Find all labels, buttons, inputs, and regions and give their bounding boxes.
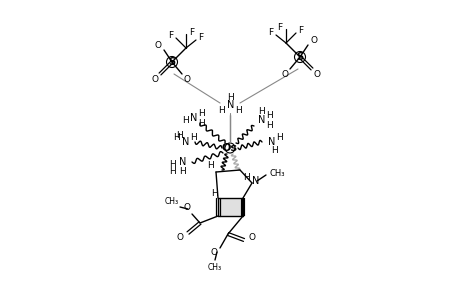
Text: CH₃: CH₃ <box>165 197 179 206</box>
Text: N: N <box>227 100 234 110</box>
Text: H: H <box>235 106 242 115</box>
Text: O: O <box>310 35 317 44</box>
Text: H: H <box>198 118 205 127</box>
Text: O: O <box>313 70 320 79</box>
Text: N: N <box>179 157 186 167</box>
Text: O: O <box>154 40 161 50</box>
Text: O: O <box>151 74 158 83</box>
Text: H: H <box>169 160 176 169</box>
Text: H: H <box>227 92 234 101</box>
Polygon shape <box>218 198 242 216</box>
Text: H: H <box>276 133 283 142</box>
Text: S: S <box>296 52 303 62</box>
Text: N: N <box>182 137 189 147</box>
Text: S: S <box>168 57 175 67</box>
Text: F: F <box>198 32 203 41</box>
Text: F: F <box>298 26 303 34</box>
Text: H: H <box>218 106 225 115</box>
Text: H: H <box>169 167 176 176</box>
Text: H: H <box>179 167 186 176</box>
Text: CH₃: CH₃ <box>207 262 222 272</box>
Text: O: O <box>183 74 190 83</box>
Text: F: F <box>277 22 282 32</box>
Text: O: O <box>210 248 217 257</box>
Text: H: H <box>271 146 278 154</box>
Text: F: F <box>268 28 273 37</box>
Text: O: O <box>281 70 288 79</box>
Text: N: N <box>252 176 259 186</box>
Text: H: H <box>211 190 218 199</box>
Text: N: N <box>268 137 275 147</box>
Text: H: H <box>243 173 250 182</box>
Text: O: O <box>183 202 190 211</box>
Text: H: H <box>190 133 197 142</box>
Text: H: H <box>173 133 180 142</box>
Text: O: O <box>248 233 255 242</box>
Text: Os: Os <box>222 143 237 153</box>
Text: N: N <box>190 113 197 123</box>
Text: H: H <box>176 130 183 140</box>
Text: F: F <box>189 28 194 37</box>
Text: N: N <box>258 115 265 125</box>
Text: H: H <box>266 121 273 130</box>
Text: H: H <box>207 160 214 169</box>
Text: H: H <box>258 106 265 116</box>
Text: H: H <box>266 110 273 119</box>
Text: H: H <box>198 109 205 118</box>
Text: H: H <box>182 116 189 124</box>
Text: CH₃: CH₃ <box>269 169 285 178</box>
Text: F: F <box>168 31 173 40</box>
Text: O: O <box>176 233 183 242</box>
